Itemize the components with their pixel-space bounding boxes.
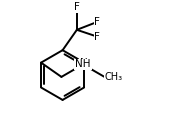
Text: CH₃: CH₃ (104, 72, 123, 82)
Text: F: F (74, 2, 80, 12)
Text: N: N (80, 58, 88, 68)
Text: NH: NH (75, 59, 91, 69)
Text: F: F (94, 17, 100, 27)
Text: F: F (94, 32, 100, 42)
